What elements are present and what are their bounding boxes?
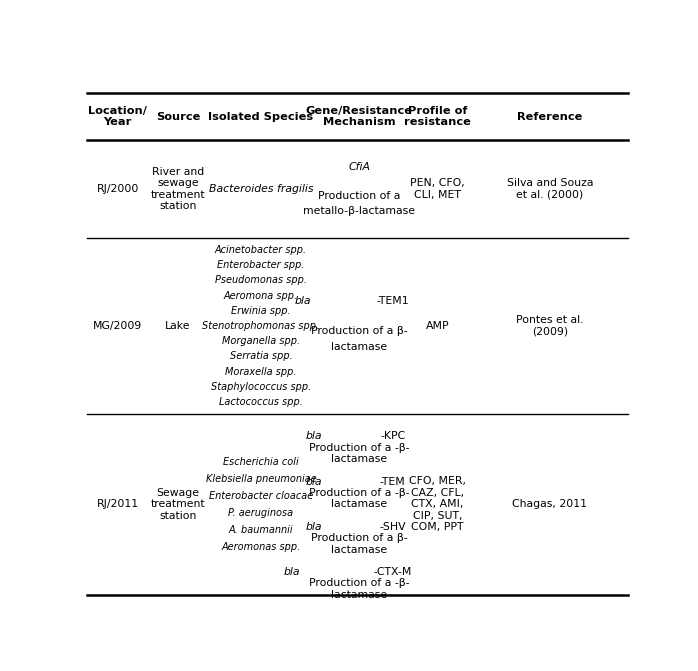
Text: Location/
Year: Location/ Year <box>89 106 147 127</box>
Text: River and
sewage
treatment
station: River and sewage treatment station <box>151 166 205 211</box>
Text: Gene/Resistance
Mechanism: Gene/Resistance Mechanism <box>306 106 413 127</box>
Text: Moraxella spp.: Moraxella spp. <box>225 366 297 376</box>
Text: Aeromona spp.: Aeromona spp. <box>224 291 298 301</box>
Text: Profile of
resistance: Profile of resistance <box>404 106 471 127</box>
Text: Pontes et al.
(2009): Pontes et al. (2009) <box>516 315 584 337</box>
Text: lactamase: lactamase <box>331 590 387 600</box>
Text: RJ/2011: RJ/2011 <box>97 499 139 509</box>
Text: bla: bla <box>284 567 300 577</box>
Text: Production of a β-: Production of a β- <box>311 533 408 543</box>
Text: Production of a -β-: Production of a -β- <box>309 578 409 588</box>
Text: bla: bla <box>295 296 311 306</box>
Text: Production of a -β-: Production of a -β- <box>309 488 409 498</box>
Text: -KPC: -KPC <box>380 431 406 442</box>
Text: -SHV: -SHV <box>379 522 406 532</box>
Text: Lake: Lake <box>165 321 191 331</box>
Text: Lactococcus spp.: Lactococcus spp. <box>219 397 303 407</box>
Text: -TEM: -TEM <box>380 476 406 486</box>
Text: -CTX-M: -CTX-M <box>373 567 412 577</box>
Text: Sewage
treatment
station: Sewage treatment station <box>151 488 205 521</box>
Text: Production of a β-: Production of a β- <box>311 326 408 336</box>
Text: Production of a -β-: Production of a -β- <box>309 443 409 453</box>
Text: Aeromonas spp.: Aeromonas spp. <box>221 541 301 552</box>
Text: Escherichia coli: Escherichia coli <box>223 456 299 466</box>
Text: RJ/2000: RJ/2000 <box>96 184 139 194</box>
Text: MG/2009: MG/2009 <box>94 321 142 331</box>
Text: Bacteroides fragilis: Bacteroides fragilis <box>209 184 313 194</box>
Text: Erwinia spp.: Erwinia spp. <box>231 306 290 316</box>
Text: metallo-β-lactamase: metallo-β-lactamase <box>303 206 415 215</box>
Text: Chagas, 2011: Chagas, 2011 <box>512 499 587 509</box>
Text: lactamase: lactamase <box>331 499 387 509</box>
Text: Staphylococcus spp.: Staphylococcus spp. <box>211 382 311 392</box>
Text: lactamase: lactamase <box>331 342 387 352</box>
Text: Pseudomonas spp.: Pseudomonas spp. <box>215 275 307 285</box>
Text: Enterobacter spp.: Enterobacter spp. <box>217 260 304 270</box>
Text: AMP: AMP <box>426 321 450 331</box>
Text: CfiA: CfiA <box>348 162 370 172</box>
Text: Morganella spp.: Morganella spp. <box>222 336 300 346</box>
Text: Klebsiella pneumoniae: Klebsiella pneumoniae <box>205 474 316 484</box>
Text: Source: Source <box>156 111 200 121</box>
Text: Stenotrophomonas spp.: Stenotrophomonas spp. <box>202 321 320 331</box>
Text: Enterobacter cloacae: Enterobacter cloacae <box>209 491 313 501</box>
Text: P. aeruginosa: P. aeruginosa <box>228 508 293 518</box>
Text: Acinetobacter spp.: Acinetobacter spp. <box>215 245 307 255</box>
Text: Silva and Souza
et al. (2000): Silva and Souza et al. (2000) <box>507 178 593 200</box>
Text: lactamase: lactamase <box>331 454 387 464</box>
Text: Production of a: Production of a <box>318 191 400 201</box>
Text: lactamase: lactamase <box>331 545 387 554</box>
Text: CFO, MER,
CAZ, CFL,
CTX, AMI,
CIP, SUT,
COM, PPT: CFO, MER, CAZ, CFL, CTX, AMI, CIP, SUT, … <box>409 476 466 532</box>
Text: Serratia spp.: Serratia spp. <box>230 352 292 362</box>
Text: Isolated Species: Isolated Species <box>208 111 313 121</box>
Text: bla: bla <box>306 476 322 486</box>
Text: bla: bla <box>306 522 322 532</box>
Text: PEN, CFO,
CLI, MET: PEN, CFO, CLI, MET <box>410 178 465 200</box>
Text: -TEM1: -TEM1 <box>376 296 409 306</box>
Text: bla: bla <box>306 431 322 442</box>
Text: Reference: Reference <box>517 111 582 121</box>
Text: A. baumannii: A. baumannii <box>228 525 293 535</box>
